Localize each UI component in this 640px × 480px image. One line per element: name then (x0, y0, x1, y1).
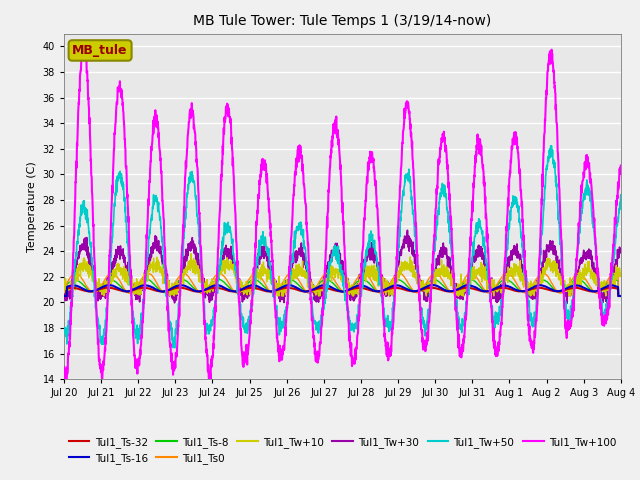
Text: MB_tule: MB_tule (72, 44, 128, 57)
Title: MB Tule Tower: Tule Temps 1 (3/19/14-now): MB Tule Tower: Tule Temps 1 (3/19/14-now… (193, 14, 492, 28)
Legend: Tul1_Ts-32, Tul1_Ts-16, Tul1_Ts-8, Tul1_Ts0, Tul1_Tw+10, Tul1_Tw+30, Tul1_Tw+50,: Tul1_Ts-32, Tul1_Ts-16, Tul1_Ts-8, Tul1_… (65, 433, 620, 468)
Y-axis label: Temperature (C): Temperature (C) (27, 161, 37, 252)
